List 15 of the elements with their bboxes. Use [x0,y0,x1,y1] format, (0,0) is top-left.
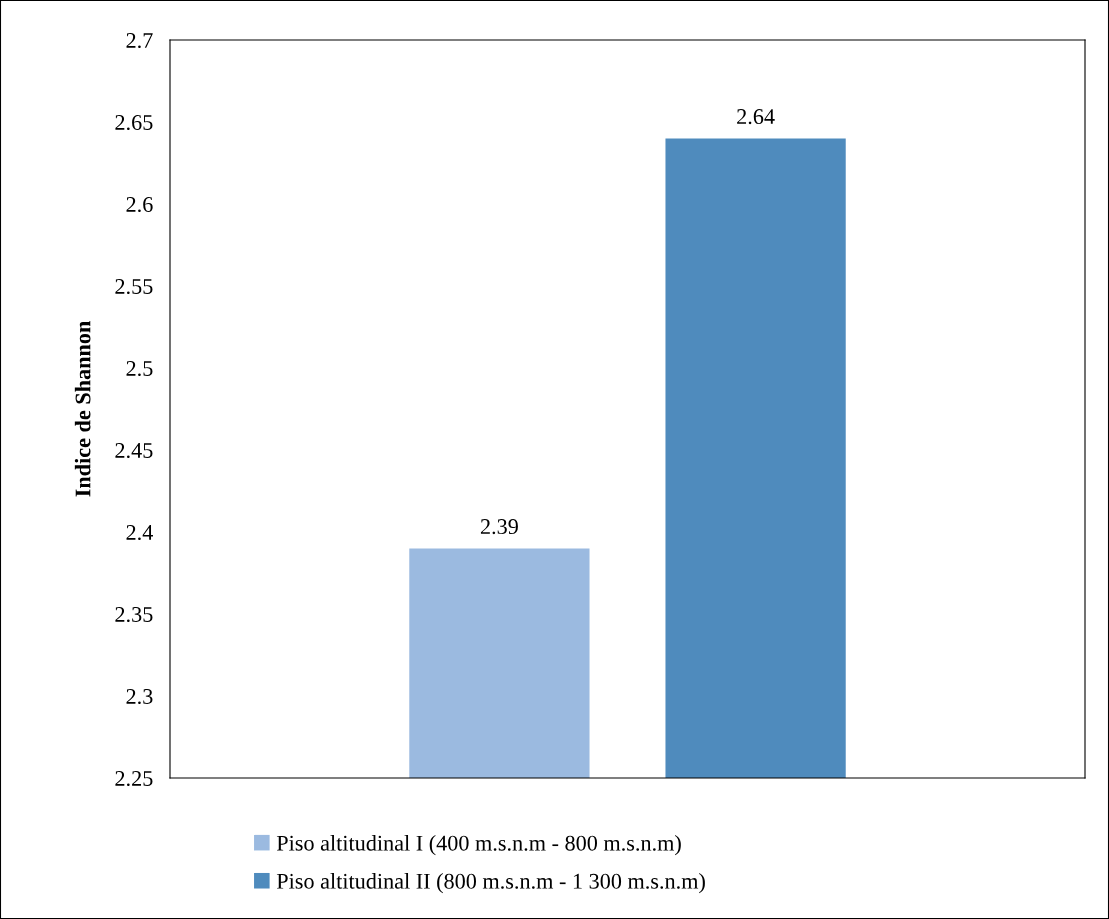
y-tick-label: 2.55 [115,278,153,295]
y-tick-label: 2.45 [115,442,153,459]
legend-label: Piso altitudinal I (400 m.s.n.m - 800 m.s.n.m) [276,835,681,856]
data-label: 2.64 [737,109,775,125]
y-tick-label: 2.35 [115,606,153,623]
y-tick-label: 2.25 [115,770,153,787]
y-tick-label: 2.3 [126,688,153,705]
y-tick-label: 2.6 [126,196,153,213]
y-tick-label: 2.7 [126,32,153,49]
y-axis-title: Indice de Shannon [74,321,91,497]
y-tick-label: 2.5 [126,360,153,377]
y-tick-label: 2.4 [126,524,153,541]
legend-label: Piso altitudinal II (800 m.s.n.m - 1 300 m.s.n.m) [276,873,705,894]
data-label: 2.39 [480,519,518,535]
y-tick-label: 2.65 [115,114,153,131]
